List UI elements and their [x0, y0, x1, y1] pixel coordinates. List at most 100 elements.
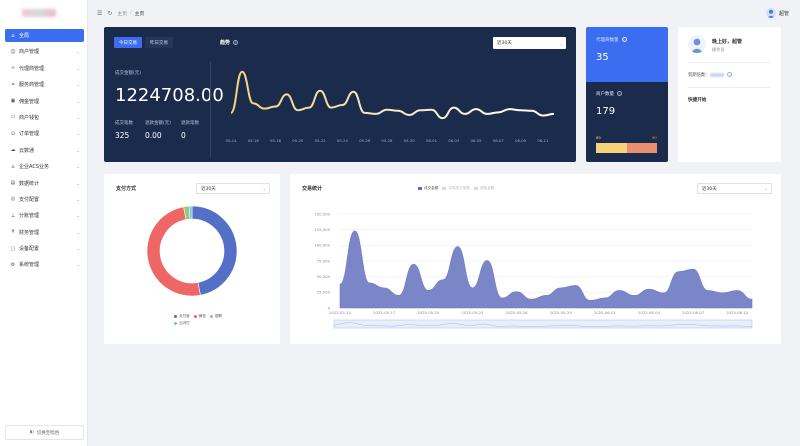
y-tick-label: 100,000: [314, 243, 330, 248]
payment-method-panel: 支付方式 近30天 ⌄ 支付宝 微信 银联 云闪付: [104, 174, 280, 344]
sidebar: ⌂ 全局 ☺ 商户管理 ⌄ ∞ 代理商管理 ⌄ ⚭ 服务商管理 ⌄ ▣ 佣金管理 ⌄ ▭ 商户钱包 ⌄ ⊙ 订单管理…: [0, 0, 88, 446]
user-menu[interactable]: 超管: [765, 8, 789, 18]
payment-legend-item[interactable]: 云闪付: [174, 321, 190, 326]
chevron-down-icon: ⌄: [76, 229, 80, 235]
stats-legend-item[interactable]: 实际成交笔数: [442, 186, 470, 191]
expire-info: 到期倍数： i: [688, 72, 733, 78]
chevron-down-icon: ⌄: [559, 40, 563, 46]
handshake-icon: ⚭: [10, 81, 16, 88]
legend-swatch: [174, 322, 177, 325]
sidebar-item-8[interactable]: ⌂ 企业ACS业务 ⌄: [5, 160, 84, 173]
theme-toggle-button[interactable]: ◐ 切换至暗色: [5, 425, 84, 440]
sidebar-menu: ⌂ 全局 ☺ 商户管理 ⌄ ∞ 代理商管理 ⌄ ⚭ 服务商管理 ⌄ ▣ 佣金管理 ⌄ ▭ 商户钱包 ⌄ ⊙ 订单管理…: [5, 29, 84, 275]
trend-range-select[interactable]: 近30天 ⌄: [493, 37, 566, 49]
wallet-icon: ▣: [10, 98, 16, 105]
sidebar-item-10[interactable]: ◎ 支付配置 ⌄: [5, 193, 84, 206]
sidebar-item-6[interactable]: ⊙ 订单管理 ⌄: [5, 127, 84, 140]
refresh-icon[interactable]: ↻: [107, 9, 113, 17]
payment-legend-item[interactable]: 银联: [209, 314, 222, 319]
settings-icon: ⚙: [10, 261, 16, 268]
breadcrumb-home[interactable]: 主页: [117, 11, 128, 17]
y-tick-label: 0: [328, 305, 331, 310]
device-icon: ▢: [10, 245, 16, 252]
donut-slice-云闪付[interactable]: [188, 205, 193, 220]
agent-count-label-text: 代理商数量: [596, 38, 619, 43]
legend-label: 支付宝: [179, 314, 190, 318]
x-tick-label: 2025-05-26: [506, 310, 529, 315]
sidebar-item-label: 服务商管理: [19, 82, 45, 89]
sidebar-item-label: 系统管理: [19, 262, 40, 269]
welcome-avatar: [688, 35, 706, 53]
username: 超管: [778, 10, 789, 17]
stats-range-select[interactable]: 近30天 ⌄: [697, 183, 772, 194]
sidebar-item-2[interactable]: ∞ 代理商管理 ⌄: [5, 62, 84, 75]
breadcrumb-current: 主页: [134, 11, 145, 17]
legend-label: 云闪付: [179, 321, 190, 325]
tab-yesterday[interactable]: 昨日交易: [145, 37, 173, 48]
menu-fold-icon[interactable]: ☰: [97, 9, 103, 17]
data-zoom-preview: [333, 321, 753, 327]
payment-donut-chart: [146, 205, 238, 297]
sidebar-item-label: 分账管理: [19, 213, 40, 220]
chevron-down-icon: ⌄: [76, 262, 80, 268]
split-icon: ⟂: [11, 212, 15, 219]
legend-swatch: [209, 315, 213, 318]
sidebar-item-14[interactable]: ⚙ 系统管理 ⌄: [5, 258, 84, 271]
trend-x-tick: 05-28: [381, 138, 393, 143]
info-icon[interactable]: i: [233, 40, 239, 45]
bar-segment-right: [626, 143, 657, 153]
series-area-成交金额[interactable]: [339, 230, 753, 309]
pay-icon: ◎: [10, 196, 16, 203]
avatar: [765, 8, 776, 18]
sidebar-item-12[interactable]: ¥ 财务管理 ⌄: [5, 226, 84, 239]
quick-start-title: 快捷开始: [688, 98, 707, 103]
trend-x-tick: 05-14: [225, 138, 237, 143]
x-tick-label: 2025-05-23: [461, 310, 484, 315]
count-label: 成交笔数: [115, 121, 133, 126]
sidebar-item-7[interactable]: ☁ 云数通 ⌄: [5, 144, 84, 157]
donut-slice-微信[interactable]: [146, 206, 201, 297]
x-tick-label: 2025-06-07: [682, 310, 705, 315]
info-icon[interactable]: i: [617, 91, 622, 96]
legend-swatch: [442, 187, 447, 190]
sidebar-item-3[interactable]: ⚭ 服务商管理 ⌄: [5, 78, 84, 91]
stats-legend-item[interactable]: 成交金额: [418, 186, 438, 191]
info-icon[interactable]: i: [727, 72, 733, 77]
sidebar-item-13[interactable]: ▢ 设备配置 ⌄: [5, 242, 84, 255]
payment-range-select[interactable]: 近30天 ⌄: [196, 183, 270, 194]
merchant-progress-bar: [596, 143, 657, 153]
info-icon[interactable]: i: [621, 37, 627, 42]
y-tick-label: 50,000: [317, 274, 331, 279]
logo: [0, 0, 87, 26]
stats-legend-item[interactable]: 退款金额: [473, 186, 494, 191]
payment-legend-item[interactable]: 微信: [193, 314, 206, 319]
theme-icon: ◐: [29, 430, 34, 435]
chevron-down-icon: ⌄: [76, 213, 80, 219]
trend-chart: 05-14 05-16 05-18 05-20 05-22 05-24 05-26 05-28…: [225, 70, 555, 143]
sidebar-item-5[interactable]: ▭ 商户钱包 ⌄: [5, 111, 84, 124]
x-tick-label: 2025-05-17: [373, 310, 396, 315]
agent-count-label: 代理商数量 i: [596, 37, 627, 43]
user-icon: ☺: [10, 48, 16, 55]
legend-label: 微信: [198, 314, 206, 318]
trade-panel: 今日交易 昨日交易 成交金额(元) 1224708.00 成交笔数 325 退款…: [104, 27, 576, 162]
expire-value-blurred: [710, 72, 725, 77]
trade-tabs: 今日交易 昨日交易: [114, 37, 176, 48]
sidebar-item-11[interactable]: ⟂ 分账管理 ⌄: [5, 209, 84, 222]
divider: [688, 87, 771, 88]
sidebar-item-label: 财务管理: [19, 229, 40, 236]
stats-range-value: 近30天: [702, 186, 717, 192]
trend-range-value: 近30天: [497, 41, 512, 46]
sidebar-item-4[interactable]: ▣ 佣金管理 ⌄: [5, 95, 84, 108]
sidebar-item-1[interactable]: ☺ 商户管理 ⌄: [5, 45, 84, 58]
agent-count-card: [586, 27, 668, 82]
sidebar-item-9[interactable]: ▤ 数据统计 ⌄: [5, 177, 84, 190]
data-zoom-slider[interactable]: [333, 319, 753, 329]
chevron-down-icon: ⌄: [76, 180, 80, 186]
sidebar-item-0[interactable]: ⌂ 全局: [5, 29, 84, 42]
tab-today[interactable]: 今日交易: [114, 37, 142, 48]
refund-count-value: 0: [181, 131, 186, 140]
legend-swatch: [473, 187, 478, 190]
donut-slice-支付宝[interactable]: [191, 205, 238, 296]
payment-legend-item[interactable]: 支付宝: [174, 314, 190, 319]
